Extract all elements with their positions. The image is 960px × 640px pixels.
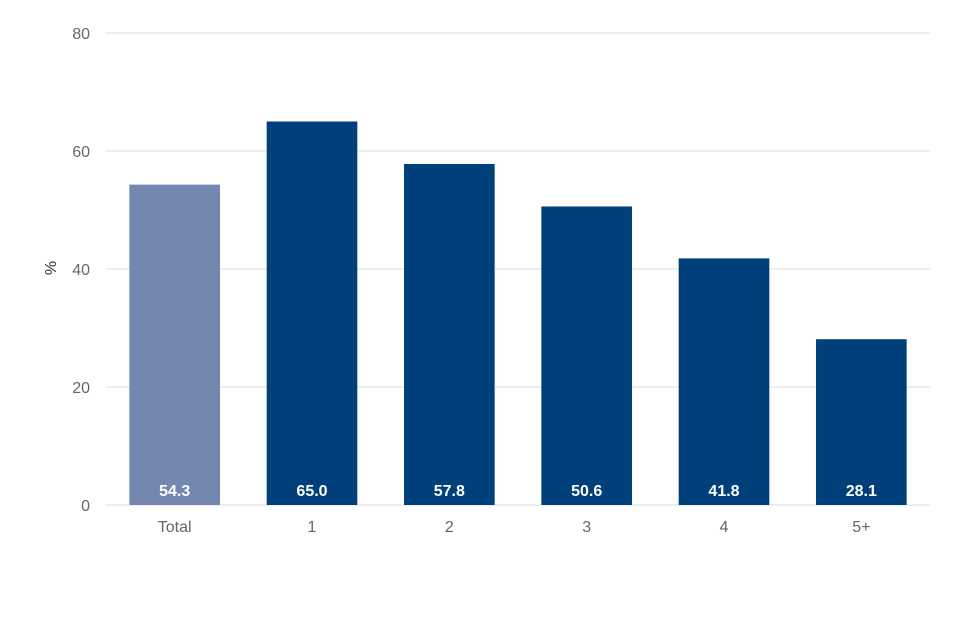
y-tick-label: 80 <box>72 26 90 43</box>
x-axis-tick-labels: Total 1 2 3 4 5+ <box>158 519 871 536</box>
x-tick-label: 5+ <box>852 519 870 536</box>
x-tick-label: Total <box>158 519 192 536</box>
y-axis-tick-labels: 0 20 40 60 80 <box>72 26 90 515</box>
bar-value-label: 50.6 <box>571 483 602 500</box>
bar-value-label: 54.3 <box>159 483 190 500</box>
bar-value-label: 57.8 <box>434 483 465 500</box>
bar-5plus <box>816 339 907 505</box>
bar-value-label: 41.8 <box>708 483 739 500</box>
bar-4 <box>678 258 770 505</box>
x-tick-label: 1 <box>308 519 317 536</box>
data-labels: 54.3 65.0 57.8 50.6 41.8 28.1 <box>159 483 877 500</box>
bar-value-label: 28.1 <box>846 483 877 500</box>
x-tick-label: 2 <box>445 519 454 536</box>
bars <box>129 121 907 506</box>
y-axis-label: % <box>43 261 60 275</box>
y-tick-label: 0 <box>81 498 90 515</box>
y-tick-label: 60 <box>72 144 90 161</box>
y-tick-label: 40 <box>72 262 90 279</box>
bar-2 <box>404 163 495 506</box>
gridlines <box>106 32 930 506</box>
x-tick-label: 3 <box>582 519 591 536</box>
bar-total <box>129 184 220 505</box>
bar-1 <box>266 121 358 505</box>
x-tick-label: 4 <box>720 519 729 536</box>
bar-3 <box>541 206 632 505</box>
bar-value-label: 65.0 <box>296 483 327 500</box>
y-tick-label: 20 <box>72 380 90 397</box>
